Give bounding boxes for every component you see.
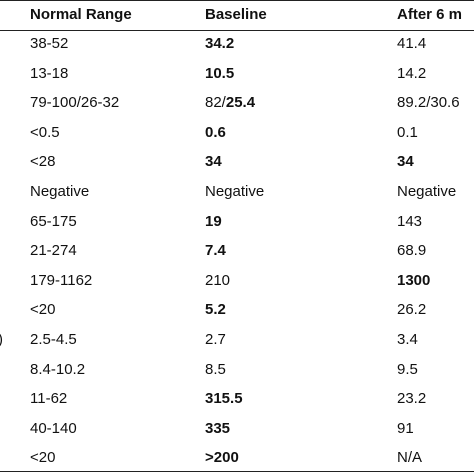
column-header: Normal Range — [30, 6, 132, 23]
table-cell: 1300 — [397, 271, 431, 289]
table-cell: >200 — [205, 449, 239, 467]
table-cell: 89.2/30.6 — [397, 94, 460, 112]
table-cell: 41.4 — [397, 35, 427, 52]
table-cell: 91 — [397, 419, 414, 437]
table-cell: 143 — [397, 212, 423, 230]
header-rule — [0, 30, 474, 31]
table-cell: <20 — [30, 301, 56, 319]
table-cell: <28 — [30, 153, 56, 171]
table-cell: 21-274 — [30, 242, 77, 260]
table-cell: <0.5 — [30, 123, 60, 141]
table-cell: 0.1 — [397, 123, 418, 141]
table-cell: 26.2 — [397, 301, 427, 319]
row-label: ) — [0, 331, 3, 349]
table-cell: 40-140 — [30, 419, 77, 437]
table-cell: 34 — [397, 153, 414, 171]
table-cell: 11-62 — [30, 390, 68, 408]
table-cell: 8.4-10.2 — [30, 360, 86, 378]
table-cell: N/A — [397, 449, 423, 467]
table-cell: 315.5 — [205, 390, 243, 408]
table-cell: 65-175 — [30, 212, 77, 230]
top-rule — [0, 0, 474, 1]
table-cell: 19 — [205, 212, 222, 230]
table-cell: 0.6 — [205, 123, 226, 141]
bottom-rule — [0, 471, 474, 472]
table-cell: 34 — [205, 153, 222, 171]
table-cell: 335 — [205, 419, 231, 437]
table-cell: 7.4 — [205, 242, 226, 260]
table-cell: 82/25.4 — [205, 94, 255, 112]
table-cell: Negative — [397, 183, 457, 200]
table-cell: <20 — [30, 449, 56, 467]
table-cell: 10.5 — [205, 64, 235, 82]
table-cell: 2.7 — [205, 331, 226, 348]
table-cell: 38-52 — [30, 35, 69, 52]
cell-run: 25.4 — [225, 94, 256, 112]
cell-run: 82/ — [205, 94, 226, 112]
table-cell: 5.2 — [205, 301, 226, 319]
table-cell: Negative — [30, 183, 90, 200]
table-cell: 13-18 — [30, 64, 69, 82]
table-cell: 34.2 — [205, 35, 235, 52]
table-cell: 9.5 — [397, 360, 418, 378]
table-cell: 8.5 — [205, 360, 226, 378]
table-cell: 210 — [205, 271, 231, 289]
column-header: After 6 m — [397, 6, 463, 23]
table-cell: 68.9 — [397, 242, 427, 260]
table-cell: 3.4 — [397, 331, 418, 348]
table-cell: 79-100/26-32 — [30, 94, 120, 112]
table-cell: 23.2 — [397, 390, 427, 408]
column-header: Baseline — [205, 6, 267, 23]
table-cell: Negative — [205, 183, 265, 200]
table-cell: 14.2 — [397, 64, 427, 82]
table-cell: 179-1162 — [30, 271, 93, 289]
table-cell: 2.5-4.5 — [30, 331, 77, 348]
